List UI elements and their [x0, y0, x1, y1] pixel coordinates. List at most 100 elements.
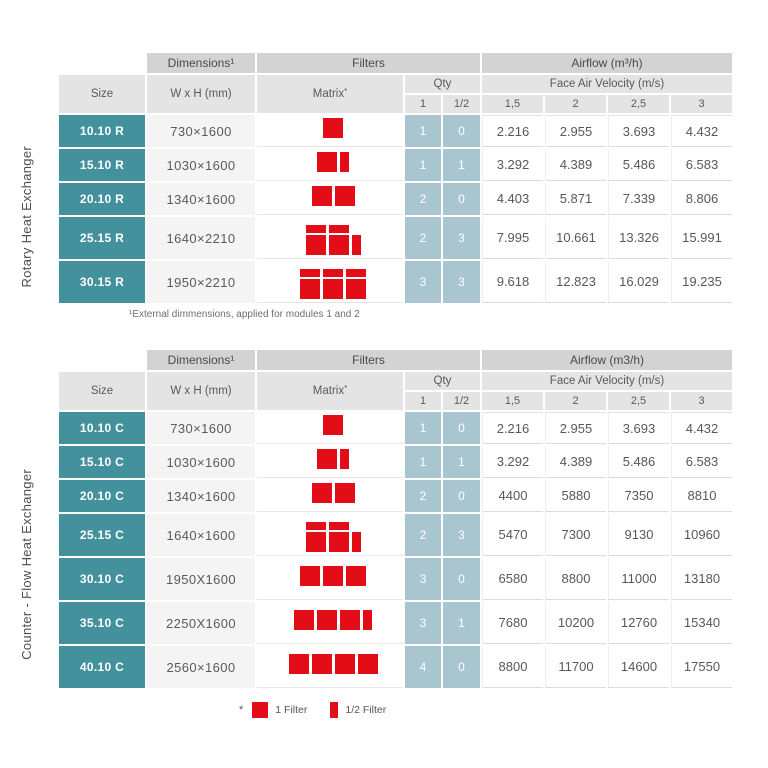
wxh-header: W x H (mm)	[147, 372, 255, 410]
filter-matrix-row	[305, 522, 361, 530]
size-cell: 25.15 C	[59, 514, 145, 556]
size-cell: 15.10 C	[59, 446, 145, 478]
filter-matrix-row	[305, 225, 361, 233]
filter-matrix	[311, 483, 355, 503]
full-filter-square-icon	[346, 566, 366, 586]
filter-matrix-row	[305, 532, 361, 552]
matrix-cell	[257, 217, 403, 259]
filter-matrix	[288, 654, 378, 674]
full-filter-square-icon	[340, 610, 360, 630]
qty-half-cell: 1	[443, 602, 480, 644]
size-cell: 35.10 C	[59, 602, 145, 644]
airflow-cell-1: 4.389	[545, 446, 606, 478]
velocity-header-3: 3	[671, 392, 732, 410]
full-filter-square-icon	[305, 532, 326, 552]
matrix-cell	[257, 514, 403, 556]
qty-one-cell: 2	[405, 480, 441, 512]
qty-half-cell: 3	[443, 514, 480, 556]
wxh-cell: 2250X1600	[147, 602, 255, 644]
airflow-cell-1: 2.955	[545, 412, 606, 444]
full-filter-square-icon	[334, 483, 355, 503]
subheader-row: Size W x H (mm) Matrix* Qty Face Air Velocit…	[59, 75, 732, 113]
filter-matrix-row	[311, 186, 355, 206]
table-row: 30.10 C 1950X1600 3 0 6580 8800 11000 13180	[59, 558, 732, 600]
matrix-header: Matrix*	[257, 372, 403, 410]
airflow-cell-1: 10.661	[545, 217, 606, 259]
airflow-cell-3: 17550	[671, 646, 732, 688]
qty-one-cell: 2	[405, 514, 441, 556]
airflow-cell-0: 6580	[482, 558, 543, 600]
filter-matrix	[305, 522, 361, 552]
rotary-heat-exchanger-section: Rotary Heat Exchanger Dimensions¹ Filters…	[19, 51, 747, 320]
full-filter-square-icon	[300, 566, 320, 586]
filter-matrix	[317, 449, 349, 469]
qty-one-cell: 3	[405, 261, 441, 303]
airflow-cell-2: 3.693	[608, 115, 669, 147]
velocity-header-1: 2	[545, 392, 606, 410]
airflow-cell-2: 13.326	[608, 217, 669, 259]
qty-one-cell: 1	[405, 149, 441, 181]
airflow-cell-3: 8.806	[671, 183, 732, 215]
full-filter-square-icon	[300, 279, 320, 299]
airflow-cell-2: 11000	[608, 558, 669, 600]
filter-matrix-row	[300, 279, 366, 299]
matrix-header: Matrix*	[257, 75, 403, 113]
wxh-cell: 1030×1600	[147, 149, 255, 181]
half-filter-label: 1/2 Filter	[345, 704, 387, 716]
size-column-spacer	[59, 53, 145, 73]
filter-matrix	[317, 152, 349, 172]
full-filter-square-icon	[311, 483, 332, 503]
full-filter-square-icon	[294, 610, 314, 630]
airflow-header: Airflow (m³/h)	[482, 53, 732, 73]
full-filter-square-icon	[334, 654, 355, 674]
size-header: Size	[59, 372, 145, 410]
airflow-cell-1: 5880	[545, 480, 606, 512]
filter-matrix-row	[323, 118, 343, 138]
size-column-spacer	[59, 350, 145, 370]
table-row: 30.15 R 1950×2210 3 3 9.618 12.823 16.029 19.23…	[59, 261, 732, 303]
wxh-cell: 1950X1600	[147, 558, 255, 600]
airflow-cell-1: 8800	[545, 558, 606, 600]
full-filter-square-icon	[311, 186, 332, 206]
half-height-filter-square-icon	[323, 269, 343, 277]
matrix-cell	[257, 646, 403, 688]
subheader-row: Size W x H (mm) Matrix* Qty Face Air Velocit…	[59, 372, 732, 410]
matrix-cell	[257, 149, 403, 181]
filter-matrix	[323, 415, 343, 435]
full-filter-square-icon	[357, 654, 378, 674]
airflow-cell-3: 19.235	[671, 261, 732, 303]
airflow-cell-0: 9.618	[482, 261, 543, 303]
airflow-cell-3: 4.432	[671, 115, 732, 147]
half-width-filter-square-icon	[351, 235, 361, 255]
half-height-filter-square-icon	[305, 225, 326, 233]
matrix-cell	[257, 412, 403, 444]
wxh-cell: 1640×2210	[147, 217, 255, 259]
airflow-cell-2: 9130	[608, 514, 669, 556]
airflow-cell-0: 3.292	[482, 149, 543, 181]
airflow-cell-1: 2.955	[545, 115, 606, 147]
half-height-filter-square-icon	[346, 269, 366, 277]
full-filter-square-icon	[346, 279, 366, 299]
airflow-cell-2: 7350	[608, 480, 669, 512]
matrix-cell	[257, 480, 403, 512]
matrix-cell	[257, 261, 403, 303]
counter-side-label-text: Counter - Flow Heat Exchanger	[18, 468, 34, 660]
size-cell: 30.10 C	[59, 558, 145, 600]
face-air-velocity-header: Face Air Velocity (m/s)	[482, 372, 732, 390]
filter-matrix-row	[317, 449, 349, 469]
airflow-cell-2: 14600	[608, 646, 669, 688]
airflow-cell-1: 5.871	[545, 183, 606, 215]
filter-matrix-row	[311, 483, 355, 503]
airflow-cell-3: 15340	[671, 602, 732, 644]
airflow-cell-0: 7.995	[482, 217, 543, 259]
filter-matrix-row	[300, 269, 366, 277]
airflow-cell-1: 11700	[545, 646, 606, 688]
qty-half-cell: 0	[443, 412, 480, 444]
qty-header: Qty	[405, 372, 480, 390]
full-filter-square-icon	[317, 449, 337, 469]
qty-half-cell: 0	[443, 558, 480, 600]
table-row: 20.10 R 1340×1600 2 0 4.403 5.871 7.339 8.806	[59, 183, 732, 215]
qty-half-cell: 0	[443, 646, 480, 688]
qty-half-cell: 0	[443, 183, 480, 215]
full-filter-square-icon	[328, 235, 349, 255]
